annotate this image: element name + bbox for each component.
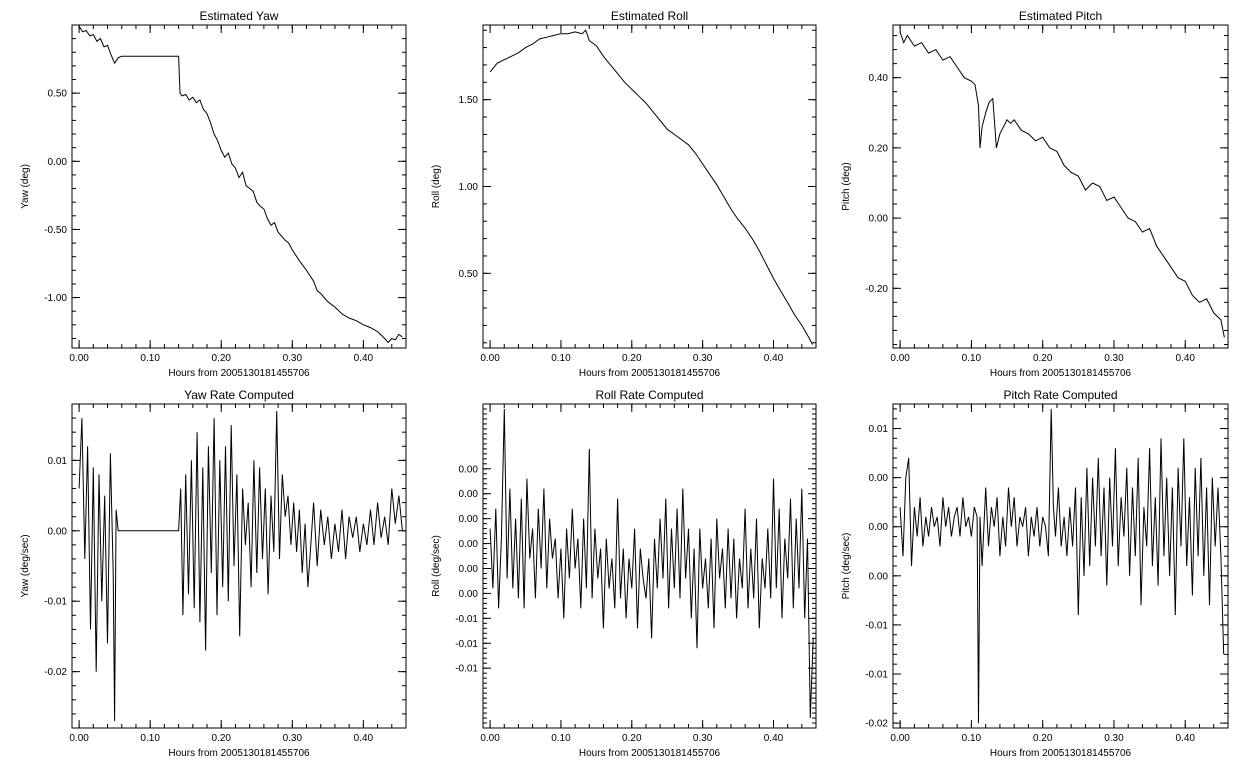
chart-yaw-rate-title: Yaw Rate Computed bbox=[184, 388, 294, 402]
chart-yaw-title: Estimated Yaw bbox=[200, 9, 279, 23]
chart-roll-rate-ytick-label: 0.00 bbox=[459, 564, 479, 575]
chart-pitch-ytick-label: 0.40 bbox=[869, 73, 889, 84]
chart-yaw-xtick-label: 0.20 bbox=[211, 353, 231, 364]
chart-pitch-rate-ytick-label: 0.00 bbox=[869, 473, 889, 484]
chart-roll-rate-xtick-label: 0.00 bbox=[480, 733, 500, 744]
chart-roll-ytick-label: 0.50 bbox=[459, 269, 479, 280]
chart-pitch-rate-ytick-label: -0.02 bbox=[865, 719, 888, 730]
chart-roll-xtick-label: 0.20 bbox=[622, 353, 642, 364]
chart-yaw-rate-frame bbox=[71, 403, 407, 729]
chart-roll-rate-xtick-label: 0.20 bbox=[622, 733, 642, 744]
chart-roll-xtick-label: 0.10 bbox=[551, 353, 571, 364]
chart-roll-series-line bbox=[489, 29, 813, 345]
chart-pitch-rate-xtick-label: 0.10 bbox=[962, 733, 982, 744]
chart-pitch-xtick-label: 0.30 bbox=[1104, 353, 1124, 364]
chart-pitch-xtick-label: 0.00 bbox=[890, 353, 910, 364]
chart-roll-xtick-label: 0.00 bbox=[480, 353, 500, 364]
chart-yaw-rate-xtick-label: 0.40 bbox=[354, 733, 374, 744]
chart-yaw-rate-xlabel: Hours from 2005130181455706 bbox=[168, 748, 310, 759]
chart-yaw-ytick-label: -1.00 bbox=[44, 293, 67, 304]
chart-yaw-rate: Yaw Rate Computed Hours from 200513018145… bbox=[20, 388, 407, 759]
chart-roll-xtick-label: 0.30 bbox=[693, 353, 713, 364]
chart-roll-rate-ytick-label: 0.00 bbox=[459, 514, 479, 525]
chart-roll-rate-xtick-label: 0.40 bbox=[764, 733, 784, 744]
chart-yaw-xtick-label: 0.30 bbox=[283, 353, 303, 364]
chart-roll: Estimated Roll Hours from 200513018145570… bbox=[431, 9, 817, 379]
chart-roll-rate-ytick-label: 0.00 bbox=[459, 489, 479, 500]
chart-pitch: Estimated Pitch Hours from 20051301814557… bbox=[841, 9, 1229, 379]
chart-yaw-rate-xtick-label: 0.00 bbox=[69, 733, 89, 744]
chart-pitch-rate-ytick-label: 0.00 bbox=[869, 571, 889, 582]
chart-yaw-xlabel: Hours from 2005130181455706 bbox=[168, 368, 310, 379]
chart-pitch-xlabel: Hours from 2005130181455706 bbox=[990, 368, 1132, 379]
chart-roll-title: Estimated Roll bbox=[611, 9, 688, 23]
chart-pitch-ylabel: Pitch (deg) bbox=[841, 162, 852, 210]
chart-pitch-rate-ytick-label: 0.01 bbox=[869, 424, 889, 435]
chart-yaw-ytick-label: 0.00 bbox=[48, 157, 68, 168]
chart-roll-rate-xlabel: Hours from 2005130181455706 bbox=[579, 748, 721, 759]
chart-pitch-rate-xtick-label: 0.40 bbox=[1175, 733, 1195, 744]
chart-roll-ylabel: Roll (deg) bbox=[431, 165, 442, 208]
chart-yaw-xtick-label: 0.00 bbox=[69, 353, 89, 364]
chart-pitch-xtick-label: 0.10 bbox=[962, 353, 982, 364]
chart-pitch-title: Estimated Pitch bbox=[1019, 9, 1102, 23]
chart-roll-xlabel: Hours from 2005130181455706 bbox=[579, 368, 721, 379]
chart-roll-frame bbox=[482, 24, 817, 349]
chart-yaw-ylabel: Yaw (deg) bbox=[20, 164, 31, 209]
chart-pitch-ytick-label: 0.20 bbox=[869, 143, 889, 154]
chart-yaw-rate-ytick-label: -0.02 bbox=[44, 667, 67, 678]
chart-roll-rate-ytick-label: -0.01 bbox=[455, 664, 478, 675]
chart-pitch-rate-title: Pitch Rate Computed bbox=[1003, 388, 1117, 402]
chart-yaw-ytick-label: -0.50 bbox=[44, 225, 67, 236]
chart-roll-rate-series-line bbox=[489, 408, 814, 719]
chart-roll-rate-xtick-label: 0.30 bbox=[693, 733, 713, 744]
chart-yaw-rate-xtick-label: 0.10 bbox=[140, 733, 160, 744]
chart-roll-rate-title: Roll Rate Computed bbox=[595, 388, 703, 402]
chart-yaw-rate-ylabel: Yaw (deg/sec) bbox=[20, 534, 31, 597]
chart-yaw-ytick-label: 0.50 bbox=[48, 89, 68, 100]
chart-pitch-rate-xtick-label: 0.20 bbox=[1033, 733, 1053, 744]
chart-yaw-rate-ytick-label: 0.00 bbox=[48, 526, 68, 537]
chart-yaw: Estimated Yaw Hours from 2005130181455706… bbox=[20, 9, 407, 379]
chart-yaw-series-line bbox=[78, 26, 403, 344]
chart-pitch-xtick-label: 0.40 bbox=[1175, 353, 1195, 364]
chart-pitch-rate: Pitch Rate Computed Hours from 2005130181… bbox=[841, 388, 1229, 759]
chart-pitch-rate-ylabel: Pitch (deg/sec) bbox=[841, 533, 852, 600]
chart-pitch-rate-ytick-label: -0.01 bbox=[865, 670, 888, 681]
chart-yaw-rate-series-line bbox=[78, 410, 403, 722]
chart-pitch-rate-ytick-label: -0.01 bbox=[865, 620, 888, 631]
chart-pitch-series-line bbox=[899, 31, 1225, 338]
chart-pitch-xtick-label: 0.20 bbox=[1033, 353, 1053, 364]
chart-yaw-frame bbox=[71, 24, 407, 349]
chart-pitch-ytick-label: 0.00 bbox=[869, 214, 889, 225]
chart-roll-rate-xtick-label: 0.10 bbox=[551, 733, 571, 744]
chart-roll-rate-frame bbox=[482, 403, 817, 729]
chart-pitch-rate-xlabel: Hours from 2005130181455706 bbox=[990, 748, 1132, 759]
chart-pitch-frame bbox=[892, 24, 1229, 349]
chart-pitch-rate-series-line bbox=[899, 408, 1225, 724]
chart-roll-ytick-label: 1.00 bbox=[459, 182, 479, 193]
chart-pitch-rate-frame bbox=[892, 403, 1229, 729]
chart-roll-rate-ytick-label: 0.00 bbox=[459, 539, 479, 550]
chart-yaw-rate-ytick-label: -0.01 bbox=[44, 597, 67, 608]
chart-roll-rate-ytick-label: 0.00 bbox=[459, 589, 479, 600]
chart-roll-rate: Roll Rate Computed Hours from 20051301814… bbox=[431, 388, 817, 759]
chart-roll-rate-ytick-label: -0.01 bbox=[455, 639, 478, 650]
chart-pitch-rate-xtick-label: 0.00 bbox=[890, 733, 910, 744]
chart-roll-rate-ytick-label: 0.00 bbox=[459, 464, 479, 475]
chart-roll-rate-ytick-label: -0.01 bbox=[455, 614, 478, 625]
chart-yaw-rate-xtick-label: 0.30 bbox=[283, 733, 303, 744]
chart-yaw-rate-xtick-label: 0.20 bbox=[211, 733, 231, 744]
chart-roll-rate-ylabel: Roll (deg/sec) bbox=[431, 535, 442, 597]
chart-yaw-rate-ytick-label: 0.01 bbox=[48, 456, 68, 467]
chart-yaw-xtick-label: 0.10 bbox=[140, 353, 160, 364]
chart-yaw-xtick-label: 0.40 bbox=[354, 353, 374, 364]
chart-roll-ytick-label: 1.50 bbox=[459, 95, 479, 106]
chart-pitch-rate-ytick-label: 0.00 bbox=[869, 522, 889, 533]
chart-pitch-ytick-label: -0.20 bbox=[865, 284, 888, 295]
chart-roll-xtick-label: 0.40 bbox=[764, 353, 784, 364]
chart-pitch-rate-xtick-label: 0.30 bbox=[1104, 733, 1124, 744]
